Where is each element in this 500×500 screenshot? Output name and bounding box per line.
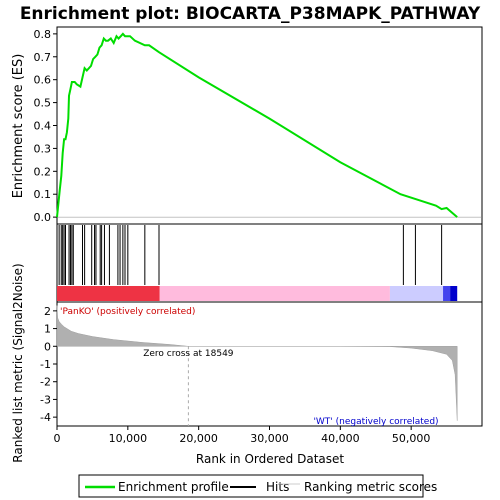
zero-cross-label: Zero cross at 18549 xyxy=(143,349,234,359)
metric-y-tick-label: -2 xyxy=(40,376,51,389)
legend-enrichment-label: Enrichment profile xyxy=(118,480,229,494)
ranking-colorbar xyxy=(57,286,458,301)
enrichment-panel: 0.0 0.1 0.2 0.3 0.4 0.5 0.6 0.7 0.8 Enrichment s… xyxy=(11,26,483,225)
enrichment-y-tick-label: 0.1 xyxy=(34,188,52,201)
metric-y-label: Ranked list metric (Signal2Noise) xyxy=(11,263,25,462)
x-tick-label: 50,000 xyxy=(392,432,431,445)
enrichment-y-tick-label: 0.5 xyxy=(34,97,52,110)
metric-y-tick-label: 2 xyxy=(44,305,51,318)
x-axis: 0 10,000 20,000 30,000 40,000 50,000 xyxy=(54,426,431,445)
hits-panel xyxy=(56,223,483,303)
x-tick-label: 40,000 xyxy=(321,432,360,445)
enrichment-y-label: Enrichment score (ES) xyxy=(11,54,26,199)
enrichment-y-axis: 0.0 0.1 0.2 0.3 0.4 0.5 0.6 0.7 0.8 xyxy=(34,28,57,224)
x-axis-label: Rank in Ordered Dataset xyxy=(196,452,344,466)
colorbar-segment xyxy=(57,286,160,301)
colorbar-segment xyxy=(159,286,390,301)
colorbar-segment xyxy=(450,286,458,301)
enrichment-y-tick-label: 0.2 xyxy=(34,165,52,178)
legend-hits-label: Hits xyxy=(266,480,289,494)
metric-y-tick-label: -4 xyxy=(40,411,51,424)
metric-y-tick-label: 0 xyxy=(44,340,51,353)
enrichment-y-tick-label: 0.4 xyxy=(34,120,52,133)
hit-markers xyxy=(58,225,443,285)
negative-correlation-label: 'WT' (negatively correlated) xyxy=(313,417,438,427)
x-tick-label: 10,000 xyxy=(109,432,148,445)
colorbar-segment xyxy=(389,286,444,301)
enrichment-panel-frame xyxy=(56,26,483,225)
metric-y-tick-label: -3 xyxy=(40,393,51,406)
enrichment-y-tick-label: 0.3 xyxy=(34,142,52,155)
ranking-metric-area xyxy=(56,305,458,421)
x-tick-label: 30,000 xyxy=(250,432,289,445)
enrichment-y-tick-label: 0.0 xyxy=(34,211,52,224)
metric-panel: Zero cross at 18549 'PanKO' (positively … xyxy=(11,263,483,463)
x-tick-label: 0 xyxy=(54,432,61,445)
metric-y-tick-label: -1 xyxy=(40,358,51,371)
legend-ranking-label: Ranking metric scores xyxy=(304,480,437,494)
metric-panel-frame xyxy=(56,301,483,427)
enrichment-y-tick-label: 0.6 xyxy=(34,74,52,87)
chart-title: Enrichment plot: BIOCARTA_P38MAPK_PATHWA… xyxy=(20,4,481,24)
enrichment-profile-line xyxy=(56,32,458,218)
enrichment-y-tick-label: 0.8 xyxy=(34,28,52,41)
x-tick-label: 20,000 xyxy=(179,432,218,445)
positive-correlation-label: 'PanKO' (positively correlated) xyxy=(60,307,195,317)
colorbar-segment xyxy=(443,286,451,301)
legend: Enrichment profile Hits Ranking metric s… xyxy=(78,474,437,498)
metric-y-tick-label: 1 xyxy=(44,323,51,336)
metric-y-axis: 2 1 0 -1 -2 -3 -4 xyxy=(40,305,57,424)
enrichment-y-tick-label: 0.7 xyxy=(34,51,52,64)
